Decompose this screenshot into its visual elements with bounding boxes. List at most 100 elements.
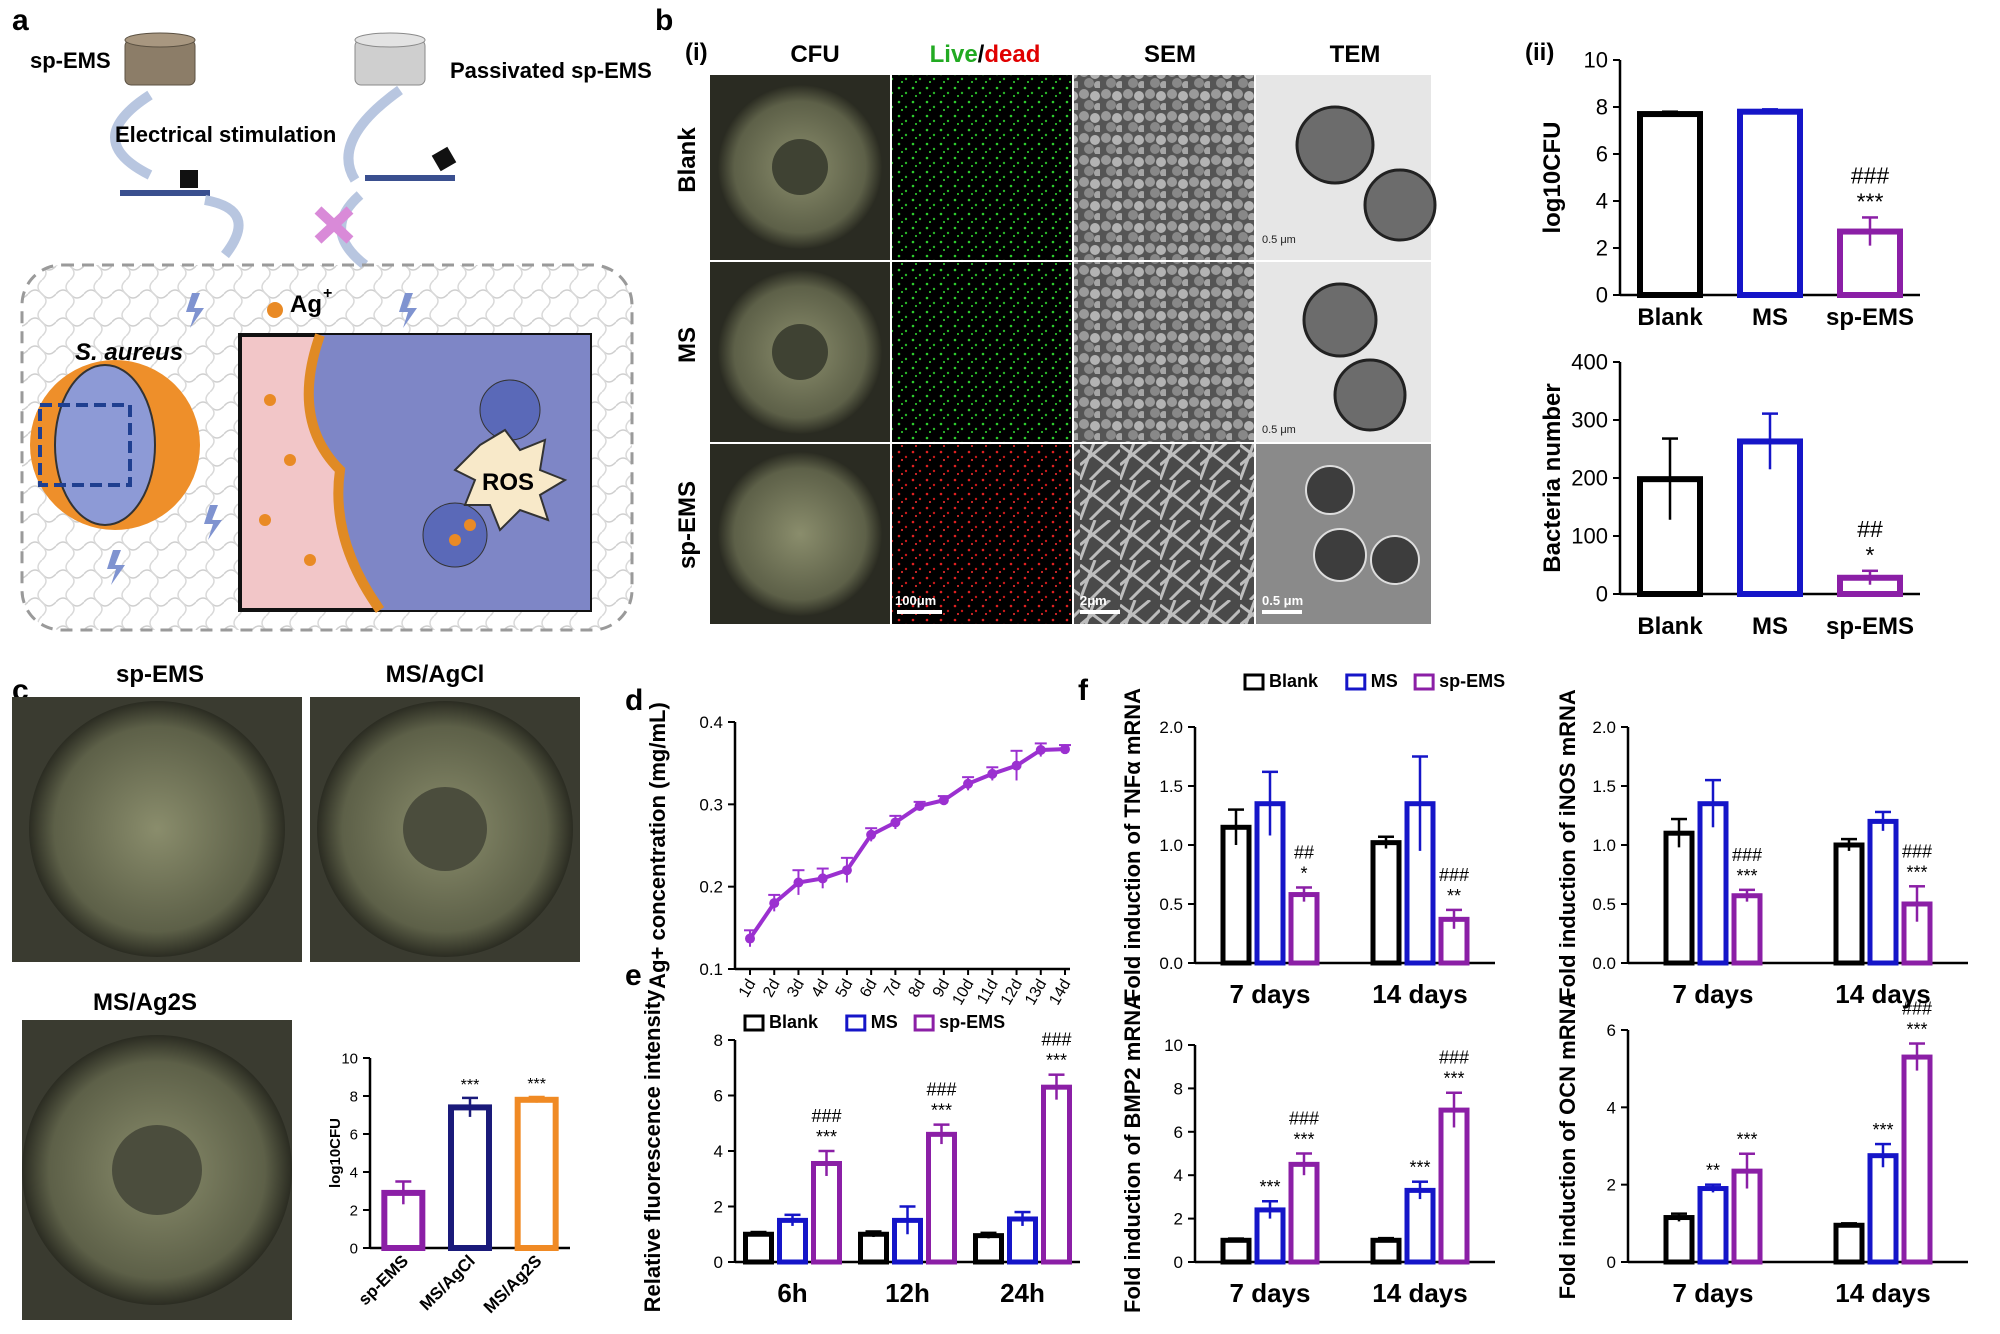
y-axis-label: Relative fluorescence intensity: [640, 989, 665, 1313]
blocked-cross-icon: [314, 206, 354, 244]
plate-title-ms-agcl: MS/AgCl: [386, 661, 485, 688]
ag-ion-label: Ag: [290, 291, 322, 318]
data-point: [890, 817, 901, 828]
significance-label: *: [1300, 863, 1307, 883]
bar: [448, 1104, 492, 1252]
chart-f-tnf: 0.0 0.5 1.0 1.5 2.0 Fold induction of TNFα mR…: [1120, 688, 1495, 1009]
legend-swatch: [743, 1014, 765, 1032]
y-tick-label: 0.4: [699, 713, 723, 732]
significance-label: **: [1706, 1161, 1720, 1181]
x-tick-label: 6d: [857, 977, 881, 1001]
data-point: [817, 873, 828, 884]
bar: [1041, 1084, 1072, 1265]
sub-label-i: (i): [685, 39, 708, 66]
data-point: [769, 898, 780, 909]
bar: [1663, 830, 1695, 966]
y-tick-label: 2.0: [1159, 718, 1183, 737]
y-tick-label: 0.3: [699, 795, 723, 814]
legend-swatch: [845, 1014, 867, 1032]
significance-label: ***: [1857, 188, 1884, 214]
bar: [1833, 842, 1865, 966]
col-header-cfu: CFU: [790, 41, 839, 68]
x-category-label: 14 days: [1372, 1278, 1467, 1308]
y-tick-label: 0.1: [699, 960, 723, 979]
x-category-label: MS: [1752, 304, 1788, 331]
x-tick-label: 14d: [1046, 977, 1074, 1009]
bar: [1697, 1186, 1729, 1265]
data-point: [1035, 744, 1046, 755]
ag-ion-superscript: +: [323, 285, 332, 302]
x-category-label: Blank: [1637, 304, 1703, 331]
bar: [743, 1231, 774, 1265]
x-tick-label: 12d: [998, 977, 1026, 1009]
data-point: [987, 768, 998, 779]
bar: [1867, 818, 1899, 966]
bar: [514, 1096, 559, 1252]
panel-letter-b: b: [655, 4, 673, 37]
x-tick-label: 13d: [1022, 977, 1050, 1009]
significance-label: ###: [811, 1106, 841, 1126]
y-tick-label: 4: [714, 1142, 723, 1161]
x-category-label: 7 days: [1673, 979, 1754, 1009]
tem-scale-ms: 0.5 μm: [1262, 424, 1296, 436]
y-axis-label: Bacteria number: [1539, 383, 1566, 572]
lightning-icon: [107, 293, 417, 585]
bar: [1370, 840, 1402, 966]
bar: [973, 1233, 1004, 1265]
x-tick-label: 11d: [974, 977, 1001, 1008]
y-tick-label: 300: [1571, 408, 1608, 433]
y-tick-label: 2: [1596, 236, 1608, 261]
x-tick-label: 7d: [881, 977, 905, 1001]
x-tick-label: 9d: [930, 977, 954, 1001]
significance-label: ***: [1906, 862, 1927, 882]
bar: [1404, 1187, 1436, 1265]
legend-e: Blank MS sp-EMS: [743, 1012, 1005, 1032]
y-tick-label: 4: [1174, 1166, 1183, 1185]
significance-label: ###: [1439, 865, 1469, 885]
y-tick-label: 2.0: [1592, 718, 1616, 737]
x-category-label: 7 days: [1673, 1278, 1754, 1308]
significance-label: ***: [931, 1101, 952, 1121]
y-tick-label: 0: [1607, 1253, 1616, 1272]
y-axis-label: log10CFU: [1539, 121, 1566, 233]
ros-label: ROS: [482, 469, 534, 496]
col-header-tem: TEM: [1330, 41, 1381, 68]
y-tick-label: 2: [714, 1197, 723, 1216]
significance-label: ###: [1902, 999, 1932, 1019]
significance-label: ***: [527, 1076, 546, 1093]
y-tick-label: 0: [350, 1240, 358, 1257]
y-tick-label: 6: [350, 1126, 358, 1143]
y-tick-label: 4: [350, 1164, 358, 1181]
data-point: [866, 829, 877, 840]
bar: [811, 1160, 842, 1265]
bar: [1438, 1107, 1470, 1265]
x-category-label: sp-EMS: [355, 1251, 413, 1309]
bar: [1220, 1237, 1252, 1265]
y-tick-label: 0.2: [699, 878, 723, 897]
bar: [1833, 1222, 1865, 1265]
y-tick-label: 8: [714, 1031, 723, 1050]
significance-label: ###: [1732, 845, 1762, 865]
significance-label: **: [1447, 886, 1461, 906]
chart-b-cfu: 0 2 4 6 8 10 log10CFU Blank MS ###*** sp-EMS: [1539, 48, 1920, 331]
col-header-sem: SEM: [1144, 41, 1196, 68]
scale-bar-100um: 100μm: [895, 593, 936, 608]
plate-title-ms-ag2s: MS/Ag2S: [93, 989, 197, 1016]
y-tick-label: 10: [1164, 1036, 1183, 1055]
x-tick-label: 1d: [736, 977, 760, 1001]
legend-swatch: [1345, 673, 1367, 691]
significance-label: ###: [1902, 841, 1932, 861]
bar: [1288, 892, 1320, 966]
x-category-label: 14 days: [1835, 1278, 1930, 1308]
dead-label: dead: [984, 41, 1040, 68]
y-tick-label: 1.0: [1159, 836, 1183, 855]
plate-title-ms-ag2s-text: MS/Ag2S: [93, 989, 197, 1016]
row-header-sp-ems: sp-EMS: [674, 481, 701, 569]
chart-f-inos: 0.0 0.5 1.0 1.5 2.0 Fold induction of iNOS mR…: [1555, 689, 1968, 1009]
panel-letter-e: e: [625, 959, 642, 992]
y-tick-label: 0: [1174, 1253, 1183, 1272]
x-category-label: sp-EMS: [1826, 304, 1914, 331]
